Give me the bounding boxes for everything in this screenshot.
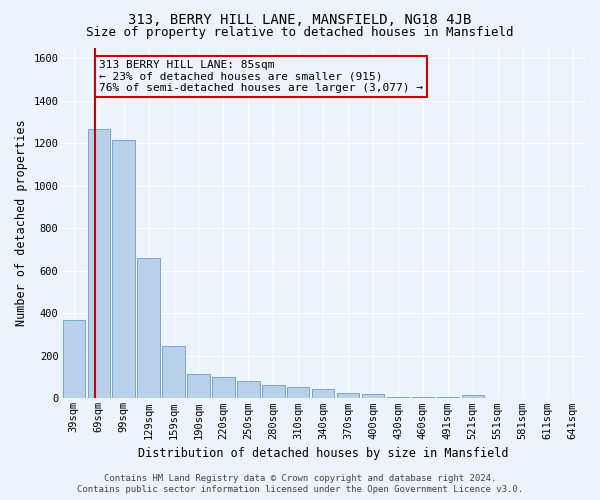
Bar — [137, 258, 160, 398]
Bar — [187, 374, 210, 398]
Text: Contains HM Land Registry data © Crown copyright and database right 2024.
Contai: Contains HM Land Registry data © Crown c… — [77, 474, 523, 494]
Bar — [237, 382, 260, 398]
Bar — [112, 140, 135, 398]
Bar — [362, 394, 384, 398]
Text: 313 BERRY HILL LANE: 85sqm
← 23% of detached houses are smaller (915)
76% of sem: 313 BERRY HILL LANE: 85sqm ← 23% of deta… — [99, 60, 423, 94]
Y-axis label: Number of detached properties: Number of detached properties — [15, 120, 28, 326]
Bar — [312, 389, 334, 398]
Bar — [163, 346, 185, 399]
Bar — [62, 320, 85, 398]
Text: Size of property relative to detached houses in Mansfield: Size of property relative to detached ho… — [86, 26, 514, 39]
Bar — [287, 386, 310, 398]
Bar — [262, 384, 284, 398]
X-axis label: Distribution of detached houses by size in Mansfield: Distribution of detached houses by size … — [138, 447, 508, 460]
Text: 313, BERRY HILL LANE, MANSFIELD, NG18 4JB: 313, BERRY HILL LANE, MANSFIELD, NG18 4J… — [128, 12, 472, 26]
Bar — [212, 377, 235, 398]
Bar — [461, 395, 484, 398]
Bar — [337, 393, 359, 398]
Bar — [88, 130, 110, 398]
